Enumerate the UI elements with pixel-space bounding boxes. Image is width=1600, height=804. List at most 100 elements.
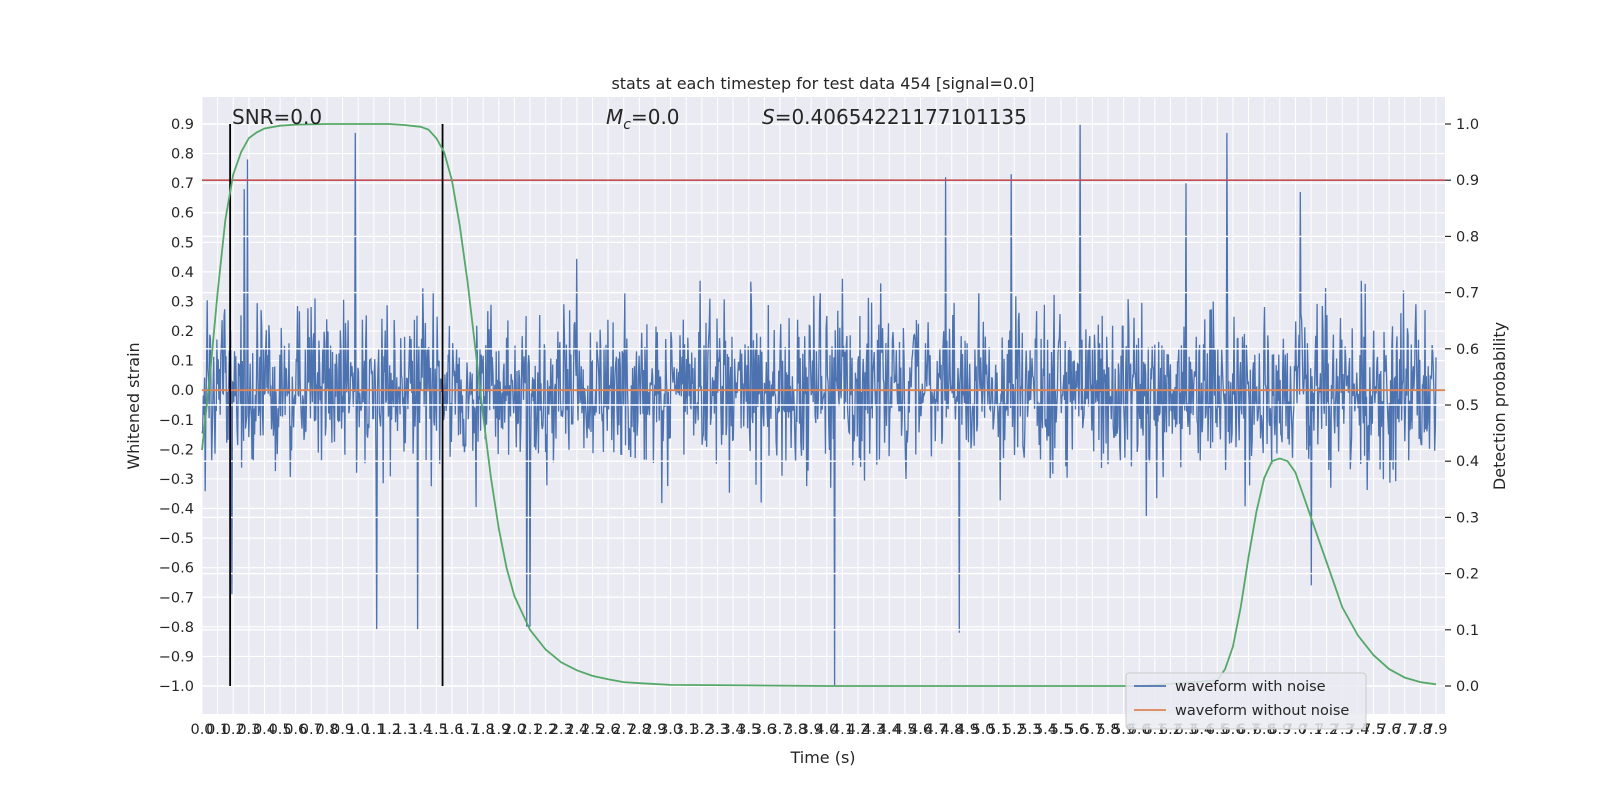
x-tick-label: 2.0 bbox=[503, 722, 526, 738]
y-tick-label: −1.0 bbox=[159, 679, 194, 695]
x-tick-label: 5.0 bbox=[971, 722, 994, 738]
x-tick-label: 4.6 bbox=[909, 722, 932, 738]
x-tick-label: 0.0 bbox=[190, 722, 213, 738]
x-tick-label: 5.1 bbox=[987, 722, 1010, 738]
x-tick-label: 1.0 bbox=[347, 722, 370, 738]
x-tick-label: 5.7 bbox=[1081, 722, 1104, 738]
x-tick-label: 7.5 bbox=[1362, 722, 1385, 738]
y2-tick-label: 0.2 bbox=[1456, 567, 1479, 583]
x-tick-label: 0.1 bbox=[206, 722, 229, 738]
x-tick-label: 4.5 bbox=[893, 722, 916, 738]
x-tick-label: 5.2 bbox=[1003, 722, 1026, 738]
x-tick-label: 7.7 bbox=[1393, 722, 1416, 738]
chirp-mass-subscript: c bbox=[623, 117, 631, 133]
x-tick-label: 2.5 bbox=[581, 722, 604, 738]
x-tick-label: 7.6 bbox=[1378, 722, 1401, 738]
x-tick-label: 4.8 bbox=[940, 722, 963, 738]
y2-axis-label: Detection probability bbox=[1490, 322, 1509, 490]
y-tick-label: 0.9 bbox=[171, 117, 194, 133]
x-axis-label: Time (s) bbox=[789, 748, 855, 767]
x-tick-label: 7.8 bbox=[1409, 722, 1432, 738]
y2-tick-label: 0.8 bbox=[1456, 229, 1479, 245]
x-tick-label: 4.3 bbox=[862, 722, 885, 738]
x-tick-label: 3.6 bbox=[753, 722, 776, 738]
x-tick-label: 3.5 bbox=[737, 722, 760, 738]
x-tick-label: 1.4 bbox=[409, 722, 432, 738]
waveform-with-noise bbox=[201, 123, 1437, 687]
x-tick-label: 1.9 bbox=[487, 722, 510, 738]
x-tick-label: 5.4 bbox=[1034, 722, 1057, 738]
x-tick-label: 1.5 bbox=[425, 722, 448, 738]
y2-tick-label: 0.1 bbox=[1456, 623, 1479, 639]
x-tick-label: 2.1 bbox=[518, 722, 541, 738]
legend: waveform with noise waveform without noi… bbox=[1125, 672, 1367, 730]
y2-tick-label: 1.0 bbox=[1456, 117, 1479, 133]
y-tick-label: −0.3 bbox=[159, 472, 194, 488]
x-tick-label: 0.8 bbox=[315, 722, 338, 738]
chirp-mass-annotation: Mc=0.0 bbox=[606, 105, 680, 133]
x-tick-label: 5.6 bbox=[1065, 722, 1088, 738]
x-tick-label: 3.2 bbox=[690, 722, 713, 738]
x-tick-label: 2.4 bbox=[565, 722, 588, 738]
chirp-mass-symbol: M bbox=[606, 105, 623, 129]
x-tick-label: 5.5 bbox=[1050, 722, 1073, 738]
x-tick-label: 1.3 bbox=[394, 722, 417, 738]
x-tick-label: 4.9 bbox=[956, 722, 979, 738]
y-tick-label: 0.7 bbox=[171, 176, 194, 192]
y-tick-label: 0.6 bbox=[171, 206, 194, 222]
y-tick-label: 0.4 bbox=[171, 265, 194, 281]
y2-tick-label: 0.0 bbox=[1456, 679, 1479, 695]
y-tick-label: 0.2 bbox=[171, 324, 194, 340]
y-axis-label: Whitened strain bbox=[124, 342, 143, 469]
x-tick-label: 4.4 bbox=[878, 722, 901, 738]
x-tick-label: 5.8 bbox=[1096, 722, 1119, 738]
y2-tick-label: 0.4 bbox=[1456, 454, 1479, 470]
y-tick-label: −0.5 bbox=[159, 531, 194, 547]
x-tick-label: 1.7 bbox=[456, 722, 479, 738]
x-tick-label: 0.7 bbox=[300, 722, 323, 738]
x-tick-label: 4.2 bbox=[847, 722, 870, 738]
detection-probability-line bbox=[201, 123, 1437, 687]
y-axis-right: 1.0 0.9 0.8 0.7 0.6 0.5 0.4 0.3 0.2 0.1 0.0 bbox=[1445, 117, 1479, 695]
y-tick-label: 0.1 bbox=[171, 354, 194, 370]
chirp-mass-value: =0.0 bbox=[631, 105, 680, 129]
x-tick-label: 3.1 bbox=[675, 722, 698, 738]
y-tick-label: −0.6 bbox=[159, 561, 194, 577]
y-tick-label: 0.8 bbox=[171, 147, 194, 163]
x-tick-label: 3.9 bbox=[800, 722, 823, 738]
x-tick-label: 2.6 bbox=[597, 722, 620, 738]
x-tick-label: 4.7 bbox=[925, 722, 948, 738]
y-tick-label: −0.7 bbox=[159, 590, 194, 606]
x-tick-label: 7.9 bbox=[1424, 722, 1447, 738]
y-tick-label: 0.3 bbox=[171, 294, 194, 310]
x-tick-label: 1.1 bbox=[362, 722, 385, 738]
y-tick-label: −0.9 bbox=[159, 649, 194, 665]
score-symbol: S bbox=[762, 105, 775, 129]
y-tick-label: −0.2 bbox=[159, 442, 194, 458]
x-tick-label: 5.3 bbox=[1018, 722, 1041, 738]
score-value: =0.40654221177101135 bbox=[775, 105, 1027, 129]
y-tick-label: 0.5 bbox=[171, 235, 194, 251]
x-tick-label: 3.8 bbox=[784, 722, 807, 738]
x-tick-label: 2.7 bbox=[612, 722, 635, 738]
chart-title: stats at each timestep for test data 454… bbox=[611, 74, 1034, 93]
score-annotation: S=0.40654221177101135 bbox=[762, 105, 1027, 129]
x-tick-label: 2.3 bbox=[550, 722, 573, 738]
noisy-waveform-line bbox=[201, 123, 1437, 687]
x-tick-label: 3.0 bbox=[659, 722, 682, 738]
x-tick-label: 0.2 bbox=[222, 722, 245, 738]
x-tick-label: 2.9 bbox=[643, 722, 666, 738]
x-tick-label: 2.2 bbox=[534, 722, 557, 738]
legend-label-clean: waveform without noise bbox=[1175, 703, 1349, 719]
x-tick-label: 0.5 bbox=[269, 722, 292, 738]
x-tick-label: 3.7 bbox=[768, 722, 791, 738]
y2-tick-label: 0.6 bbox=[1456, 342, 1479, 358]
x-tick-label: 0.3 bbox=[237, 722, 260, 738]
x-tick-label: 3.3 bbox=[706, 722, 729, 738]
x-tick-label: 0.9 bbox=[331, 722, 354, 738]
snr-annotation: SNR=0.0 bbox=[232, 105, 322, 129]
x-tick-label: 1.2 bbox=[378, 722, 401, 738]
y2-tick-label: 0.9 bbox=[1456, 173, 1479, 189]
